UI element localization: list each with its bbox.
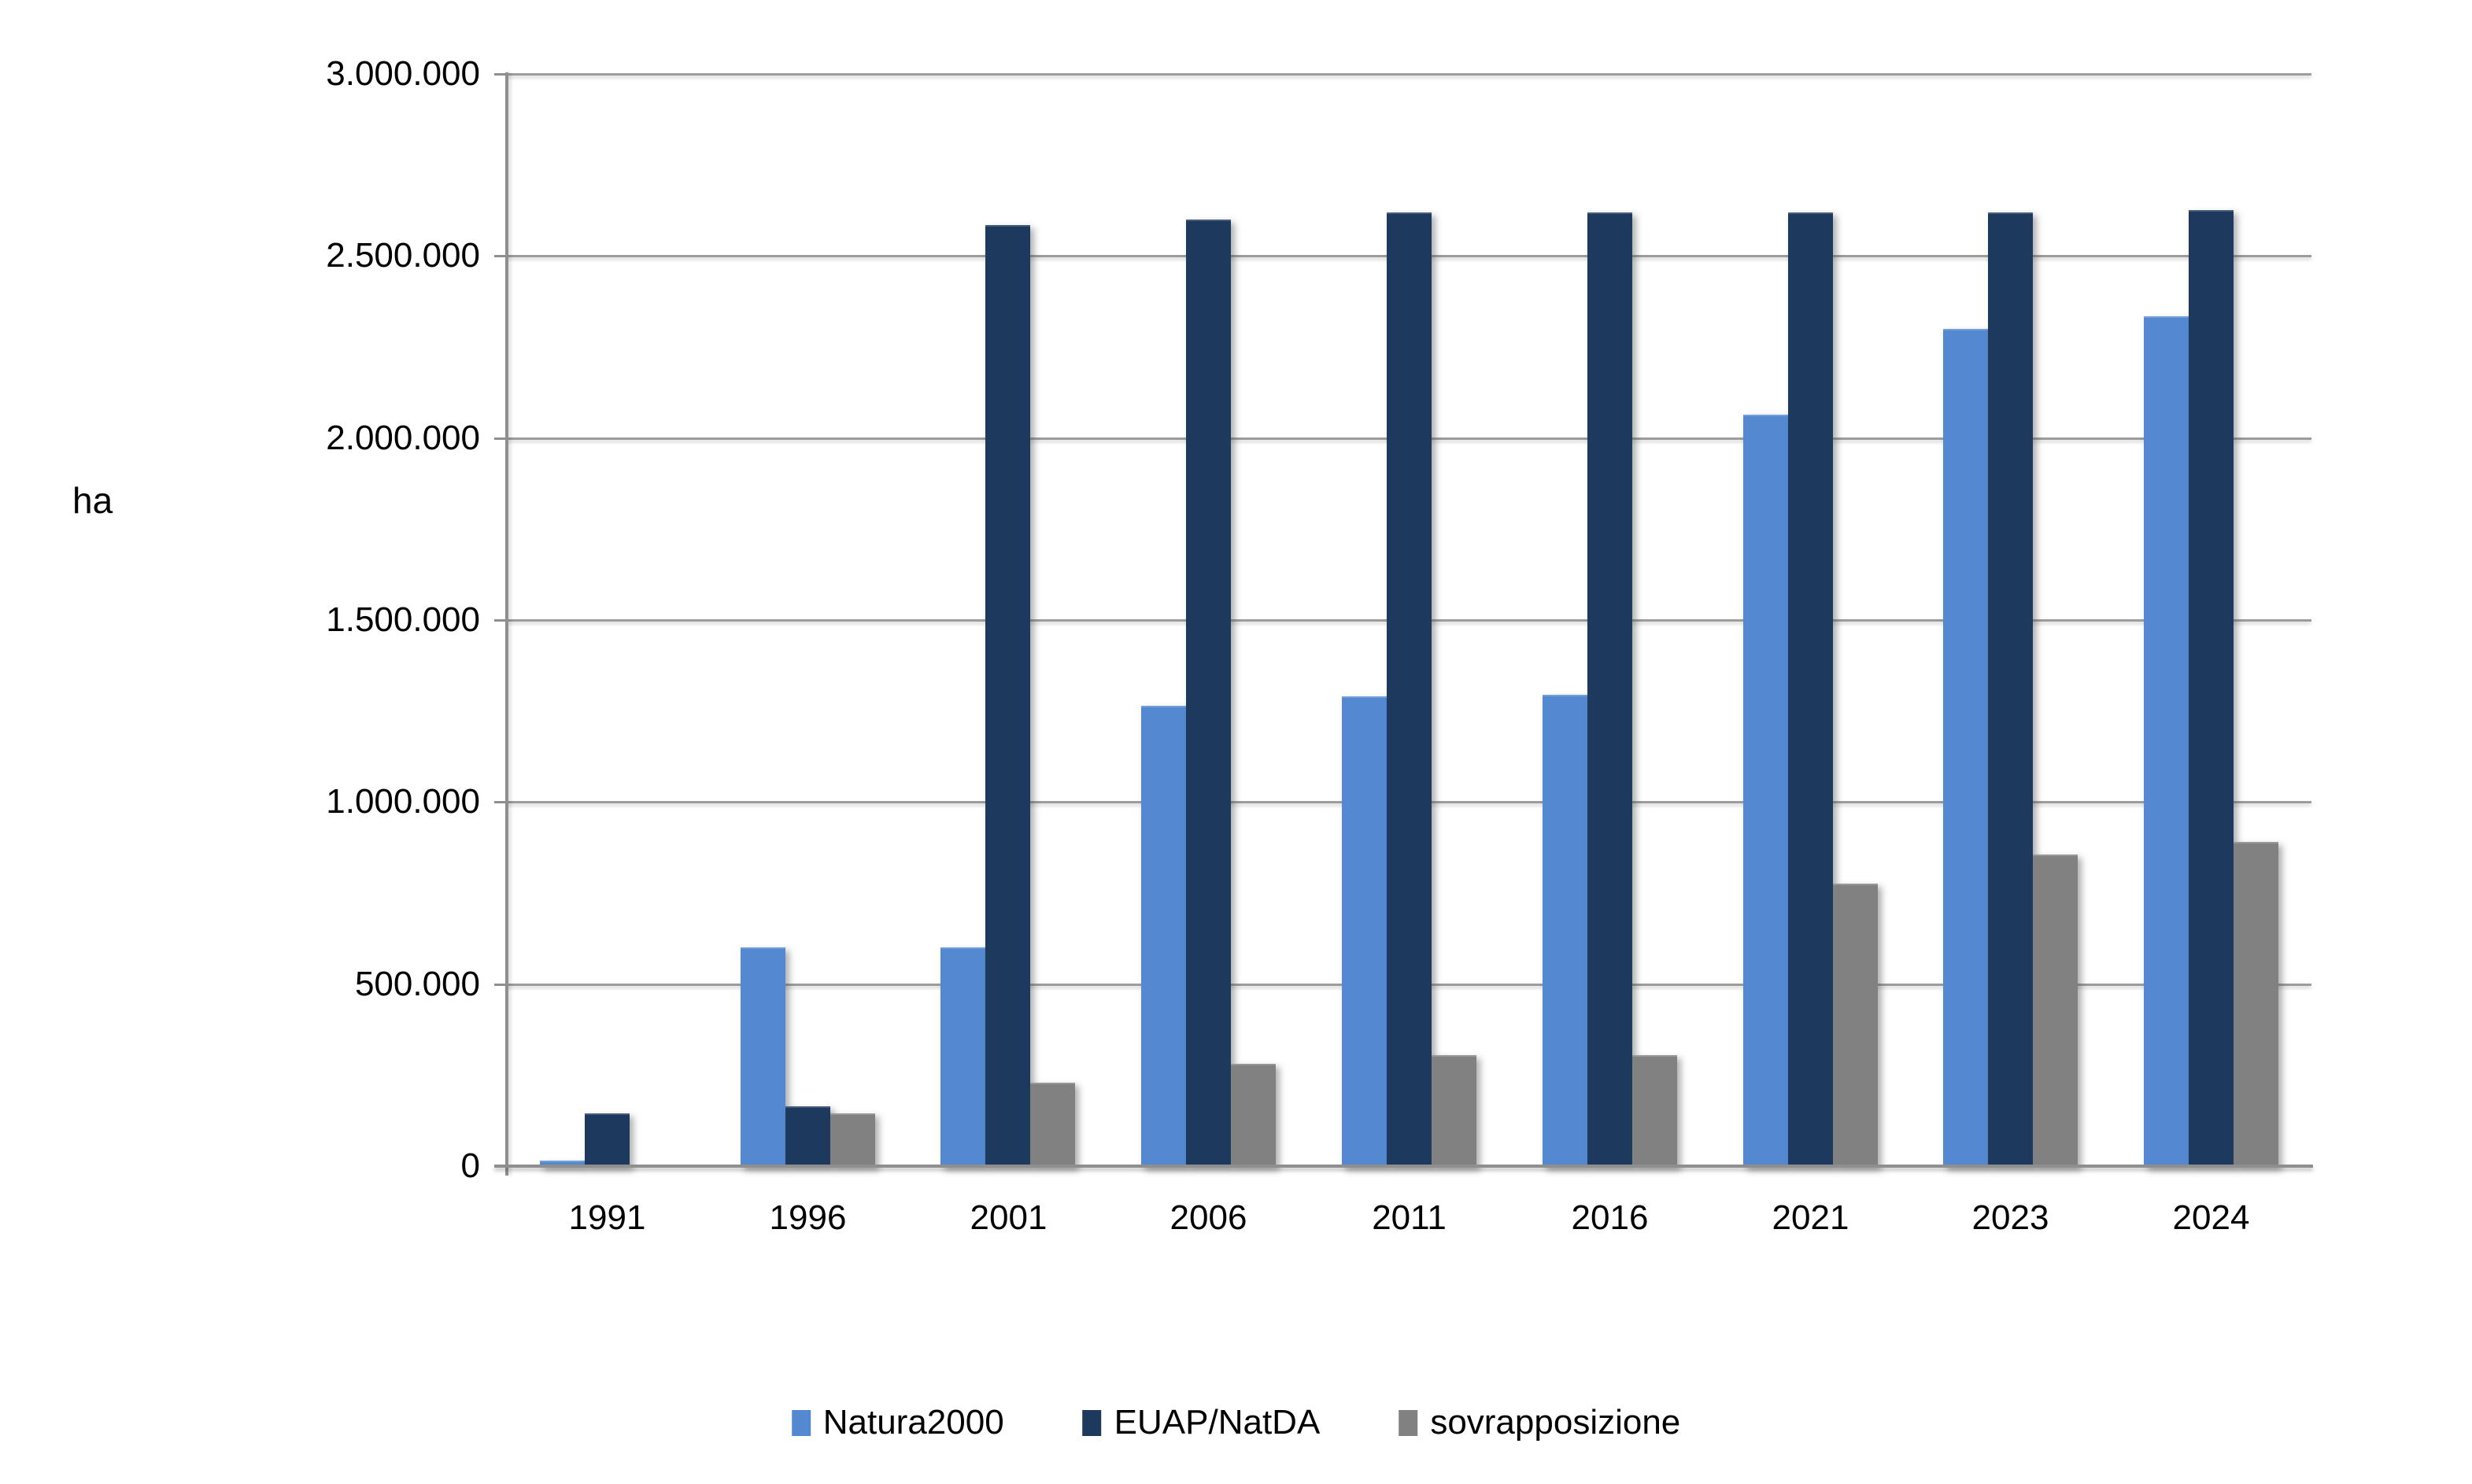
bar-natura2000-2011 (1342, 696, 1387, 1168)
bar-sovrapposizione-2021 (1833, 884, 1878, 1168)
x-axis-category-label: 2016 (1571, 1198, 1649, 1237)
bar-euap-natda-2011 (1387, 212, 1432, 1168)
legend-swatch-icon (791, 1409, 811, 1436)
y-axis-tick (494, 619, 507, 622)
legend-item-natura2000: Natura2000 (791, 1402, 1004, 1443)
bar-euap-natda-1991 (585, 1113, 630, 1168)
bar-sovrapposizione-2006 (1231, 1064, 1276, 1168)
bar-sovrapposizione-2011 (1432, 1055, 1476, 1168)
y-axis-tick-label: 1.500.000 (326, 600, 480, 639)
x-axis-category-label: 2023 (1971, 1198, 2049, 1237)
bar-natura2000-2021 (1743, 415, 1788, 1168)
y-axis-tick (494, 984, 507, 986)
legend-label: Natura2000 (822, 1403, 1004, 1442)
bar-sovrapposizione-2023 (2033, 855, 2078, 1168)
legend-swatch-icon (1082, 1409, 1102, 1436)
legend-item-sovrapposizione: sovrapposizione (1399, 1402, 1680, 1443)
y-axis-tick-label: 3.000.000 (326, 54, 480, 93)
bar-euap-natda-1996 (785, 1106, 830, 1168)
y-axis-tick (494, 73, 507, 76)
bar-euap-natda-2001 (985, 225, 1030, 1168)
bar-euap-natda-2006 (1186, 220, 1231, 1168)
bar-natura2000-1996 (741, 947, 785, 1168)
y-axis-tick-label: 500.000 (354, 965, 480, 1003)
y-axis-line (505, 72, 508, 1176)
bar-sovrapposizione-2001 (1030, 1083, 1075, 1168)
bar-euap-natda-2024 (2189, 210, 2234, 1168)
bar-sovrapposizione-1996 (830, 1113, 875, 1168)
bar-euap-natda-2016 (1587, 212, 1632, 1168)
y-axis-tick-label: 2.000.000 (326, 419, 480, 457)
legend-swatch-icon (1399, 1409, 1418, 1436)
y-axis-tick-label: 1.000.000 (326, 782, 480, 821)
y-gridline (507, 73, 2311, 76)
x-axis-category-label: 1996 (769, 1198, 847, 1237)
y-axis-tick-label: 2.500.000 (326, 236, 480, 275)
bar-sovrapposizione-2024 (2234, 842, 2278, 1168)
x-axis-category-label: 2001 (970, 1198, 1048, 1237)
bar-natura2000-2006 (1141, 706, 1186, 1168)
bar-natura2000-1991 (540, 1161, 585, 1168)
bar-natura2000-2024 (2144, 316, 2189, 1168)
bar-sovrapposizione-2016 (1632, 1055, 1677, 1168)
legend: Natura2000 EUAP/NatDA sovrapposizione (791, 1402, 1680, 1443)
y-axis-tick-label: 0 (460, 1146, 480, 1185)
x-axis-category-label: 2006 (1169, 1198, 1247, 1237)
y-axis-unit-label: ha (72, 480, 113, 521)
bar-natura2000-2016 (1543, 695, 1587, 1168)
x-axis-line (494, 1165, 2313, 1168)
x-axis-category-label: 1991 (568, 1198, 646, 1237)
bar-natura2000-2023 (1943, 329, 1988, 1168)
x-axis-category-label: 2011 (1372, 1198, 1447, 1237)
bar-natura2000-2001 (940, 947, 985, 1168)
y-axis-tick (494, 437, 507, 440)
bar-euap-natda-2023 (1988, 212, 2033, 1168)
legend-label: sovrapposizione (1430, 1403, 1681, 1442)
legend-item-euap-natda: EUAP/NatDA (1082, 1402, 1321, 1443)
y-axis-tick (494, 801, 507, 803)
y-axis-tick (494, 255, 507, 257)
x-axis-category-label: 2024 (2172, 1198, 2250, 1237)
legend-label: EUAP/NatDA (1114, 1403, 1321, 1442)
bar-euap-natda-2021 (1788, 212, 1833, 1168)
x-axis-category-label: 2021 (1772, 1198, 1849, 1237)
